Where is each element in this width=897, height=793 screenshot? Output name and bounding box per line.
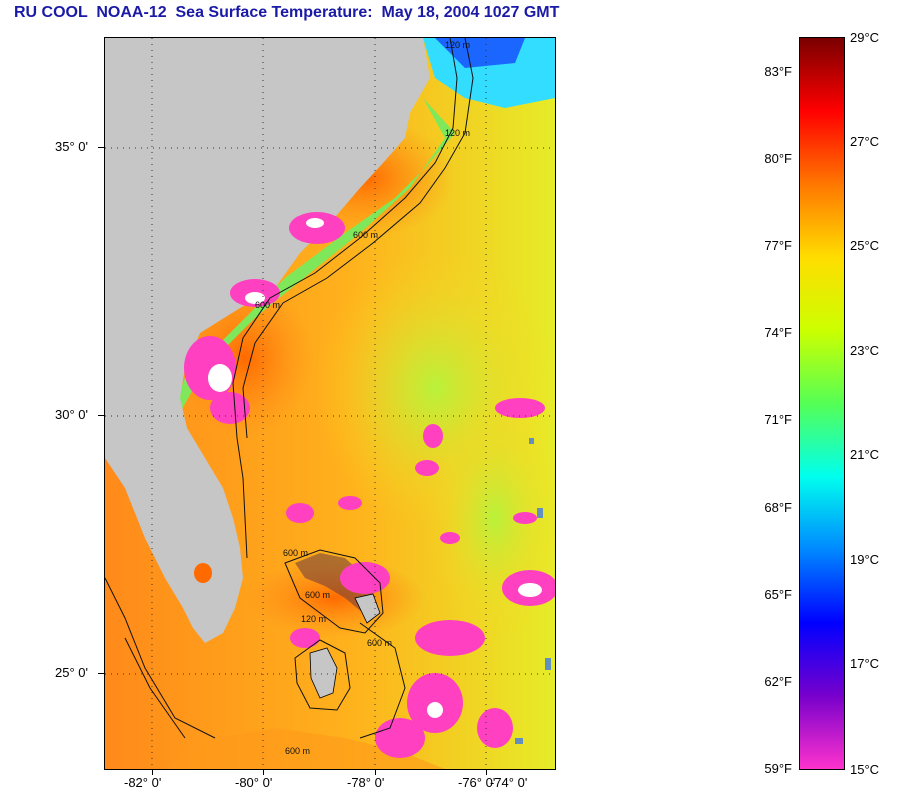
colorbar-fahrenheit-label: 65°F [764,587,792,602]
colorbar-celsius-label: 19°C [850,552,880,567]
colorbar-fahrenheit-label: 74°F [764,325,792,340]
andros-island [309,647,338,699]
axis-tick [98,415,104,416]
axis-tick [98,147,104,148]
contour-label: 600 m [283,548,309,558]
longitude-label: -78° 0' [347,775,385,790]
contour-label: 600 m [305,590,331,600]
contour-label: 120 m [445,128,471,138]
colorbar-fahrenheit-label: 62°F [764,674,792,689]
colorbar-celsius-label: 21°C [850,447,880,462]
latitude-label: 30° 0' [55,407,88,422]
latitude-label: 25° 0' [55,665,88,680]
lake-okeechobee [194,563,212,583]
contour-label: 600 m [285,746,311,756]
colorbar-celsius-label: 17°C [850,656,880,671]
mainland-landmass [105,38,430,643]
colorbar-celsius-label: 15°C [850,762,880,777]
latitude-label: 35° 0' [55,139,88,154]
cold-noise-group [515,438,551,744]
colorbar-fahrenheit-label: 80°F [764,151,792,166]
axis-tick [486,770,487,775]
contour-label: 120 m [445,40,471,50]
contour-label: 600 m [255,300,281,310]
longitude-label: -82° 0' [124,775,162,790]
axis-tick [98,673,104,674]
bahama-island [354,593,381,624]
colorbar-fahrenheit-label: 68°F [764,500,792,515]
longitude-label: -80° 0' [235,775,273,790]
contour-label: 120 m [301,614,327,624]
axis-tick [152,770,153,775]
longitude-label: -76° 0' [458,775,496,790]
shelf-water [177,98,455,418]
axis-tick [375,770,376,775]
axis-tick [263,770,264,775]
colorbar-celsius-label: 27°C [850,134,880,149]
contour-label: 600 m [353,230,379,240]
map-title: RU COOL NOAA-12 Sea Surface Temperature:… [14,4,560,21]
contour-label: 600 m [367,638,393,648]
colorbar-fahrenheit-label: 59°F [764,761,792,776]
sst-map-canvas [105,38,555,769]
temperature-colorbar [799,37,845,770]
cloud-white-group [208,218,542,718]
sst-map: 120 m 120 m 600 m 600 m 600 m 600 m 600 … [104,37,556,770]
colorbar-fahrenheit-label: 83°F [764,64,792,79]
colorbar-celsius-label: 23°C [850,343,880,358]
longitude-label: -74° 0' [490,775,528,790]
colorbar-fahrenheit-label: 77°F [764,238,792,253]
colorbar-celsius-label: 25°C [850,238,880,253]
bathymetry-contours [105,38,474,739]
colorbar-fahrenheit-label: 71°F [764,412,792,427]
colorbar-celsius-label: 29°C [850,30,880,45]
cold-shelf-water [435,38,525,68]
